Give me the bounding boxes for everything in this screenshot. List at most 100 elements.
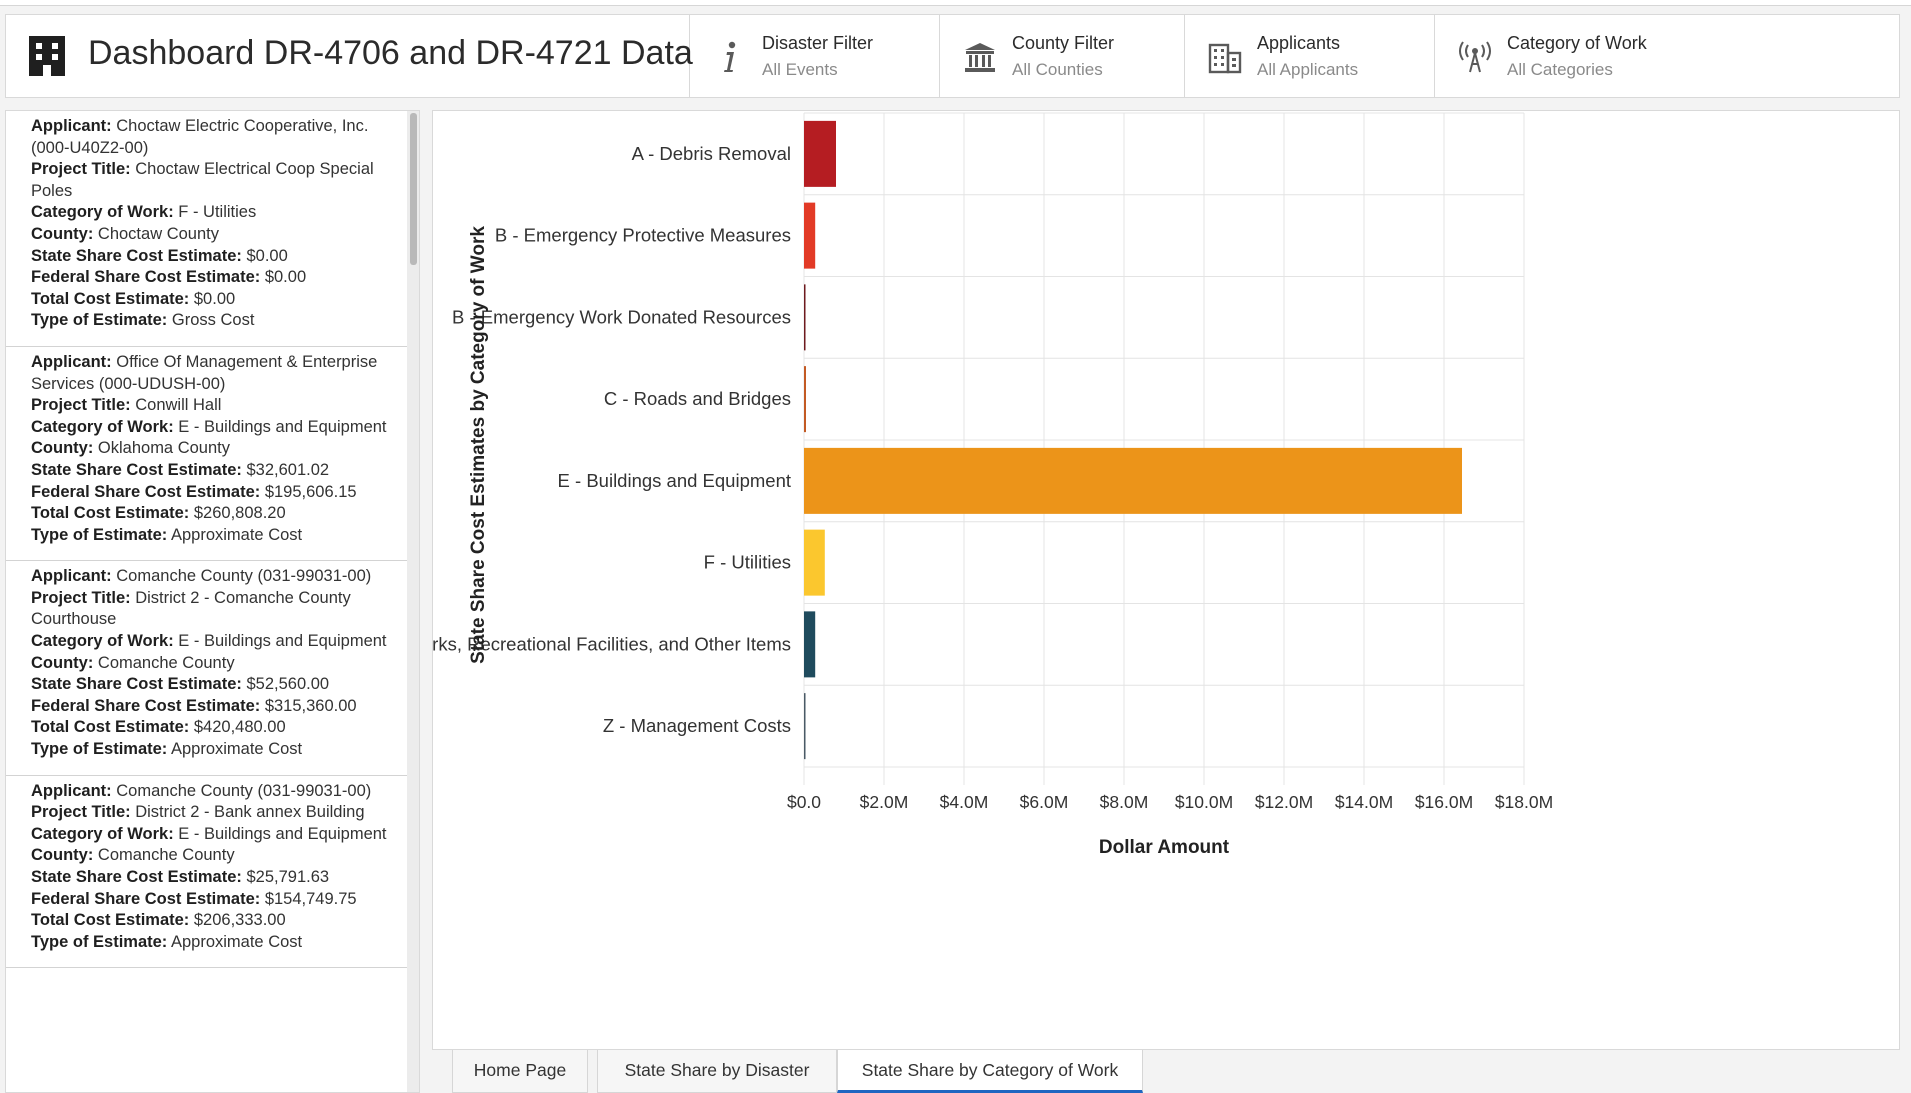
card-field: Total Cost Estimate: $206,333.00 — [31, 910, 398, 932]
card-field: Project Title: District 2 - Bank annex B… — [31, 802, 398, 824]
card-field: Category of Work: E - Buildings and Equi… — [31, 824, 398, 846]
field-label: State Share Cost Estimate: — [31, 868, 242, 886]
field-value: $0.00 — [189, 289, 236, 308]
field-label: Type of Estimate: — [31, 740, 168, 759]
county-filter-label: County Filter — [1012, 33, 1115, 53]
project-card[interactable]: Applicant: Choctaw Electric Cooperative,… — [6, 111, 408, 347]
field-label: Total Cost Estimate: — [31, 911, 190, 930]
field-value: District 2 - Comanche County Courthouse — [31, 588, 351, 629]
card-field: Project Title: Conwill Hall — [31, 395, 398, 417]
category-bar-chart: $0.0 $2.0M $4.0M $6.0M $8.0M $10.0M $12.0M $14.… — [433, 112, 1553, 858]
field-label: County: — [31, 224, 94, 243]
applicants-filter[interactable]: Applicants All Applicants — [1185, 15, 1435, 97]
field-value: Choctaw Electrical Coop Special Poles — [31, 160, 374, 200]
field-value: Office Of Management & Enterprise Servic… — [31, 352, 378, 393]
category-filter[interactable]: Category of Work All Categories — [1435, 15, 1899, 97]
applicants-filter-value: All Applicants — [1257, 60, 1359, 79]
x-tick-label: $6.0M — [1020, 792, 1069, 812]
field-value: $32,601.02 — [241, 460, 330, 479]
card-field: Type of Estimate: Gross Cost — [31, 310, 398, 332]
x-tick-label: $12.0M — [1255, 792, 1313, 812]
title-block: Dashboard DR-4706 and DR-4721 Data — [6, 15, 693, 97]
disaster-filter-value: All Events — [762, 60, 838, 79]
y-category-label: A - Debris Removal — [632, 143, 791, 164]
bar — [804, 366, 806, 433]
card-field: Category of Work: E - Buildings and Equi… — [31, 631, 398, 653]
card-field: County: Comanche County — [31, 845, 398, 867]
x-tick-label: $0.0 — [787, 792, 821, 812]
card-field: Type of Estimate: Approximate Cost — [31, 932, 398, 954]
field-label: Type of Estimate: — [31, 311, 168, 330]
field-value: $52,560.00 — [241, 675, 330, 694]
card-field: County: Choctaw County — [31, 224, 398, 246]
card-field: Federal Share Cost Estimate: $315,360.00 — [31, 696, 398, 718]
antenna-icon — [1459, 41, 1491, 73]
x-tick-label: $2.0M — [860, 792, 909, 812]
field-label: County: — [31, 439, 94, 458]
bar — [804, 284, 806, 351]
y-category-label: C - Roads and Bridges — [604, 388, 791, 409]
y-category-label: G - Parks, Recreational Facilities, and … — [433, 633, 791, 654]
x-axis-title: Dollar Amount — [1099, 837, 1230, 858]
tab-state-share-by-category[interactable]: State Share by Category of Work — [837, 1050, 1143, 1093]
card-field: Project Title: District 2 - Comanche Cou… — [31, 588, 398, 631]
chart-panel: $0.0 $2.0M $4.0M $6.0M $8.0M $10.0M $12.0M $14.… — [432, 110, 1900, 1050]
y-axis-title: State Share Cost Estimates by Category o… — [468, 226, 489, 664]
field-value: $25,791.63 — [241, 868, 330, 886]
field-label: Project Title: — [31, 588, 131, 607]
dashboard-header: Dashboard DR-4706 and DR-4721 Data Disas… — [5, 14, 1900, 98]
field-value: Comanche County (031-99031-00) — [111, 781, 372, 800]
field-label: Category of Work: — [31, 632, 174, 651]
field-label: County: — [31, 846, 94, 865]
field-value: Choctaw County — [93, 224, 219, 243]
card-field: Total Cost Estimate: $420,480.00 — [31, 717, 398, 739]
project-card[interactable]: Applicant: Comanche County (031-99031-00… — [6, 776, 408, 969]
top-border — [0, 0, 1911, 6]
field-label: Applicant: — [31, 781, 112, 800]
applicants-filter-label: Applicants — [1257, 33, 1341, 53]
x-tick-label: $18.0M — [1495, 792, 1553, 812]
field-label: County: — [31, 653, 94, 672]
card-field: State Share Cost Estimate: $32,601.02 — [31, 460, 398, 482]
field-value: Comanche County — [93, 653, 235, 672]
bar — [804, 529, 825, 596]
x-tick-label: $14.0M — [1335, 792, 1393, 812]
buildings-icon — [1208, 43, 1242, 74]
field-label: Type of Estimate: — [31, 932, 168, 951]
scrollbar[interactable] — [407, 111, 419, 1092]
field-label: State Share Cost Estimate: — [31, 675, 242, 694]
x-tick-label: $16.0M — [1415, 792, 1473, 812]
x-tick-label: $10.0M — [1175, 792, 1233, 812]
field-value: F - Utilities — [173, 203, 257, 222]
field-label: State Share Cost Estimate: — [31, 246, 242, 265]
project-card[interactable]: Applicant: Office Of Management & Enterp… — [6, 347, 408, 562]
field-value: Approximate Cost — [167, 740, 303, 759]
tab-home-page[interactable]: Home Page — [452, 1050, 588, 1093]
page-title: Dashboard DR-4706 and DR-4721 Data — [88, 34, 693, 72]
tab-state-share-by-disaster[interactable]: State Share by Disaster — [597, 1050, 837, 1093]
scrollbar-thumb[interactable] — [410, 113, 417, 265]
field-value: Gross Cost — [167, 311, 255, 330]
field-value: $0.00 — [260, 268, 307, 287]
bar — [804, 447, 1462, 514]
field-value: E - Buildings and Equipment — [173, 417, 387, 436]
bar — [804, 202, 816, 269]
x-tick-label: $8.0M — [1100, 792, 1149, 812]
category-filter-label: Category of Work — [1507, 33, 1647, 53]
disaster-filter[interactable]: Disaster Filter All Events — [690, 15, 940, 97]
field-label: Project Title: — [31, 396, 131, 415]
card-field: Federal Share Cost Estimate: $154,749.75 — [31, 889, 398, 911]
y-category-label: B - Emergency Protective Measures — [495, 225, 791, 246]
project-card[interactable]: Applicant: Comanche County (031-99031-00… — [6, 561, 408, 776]
county-filter[interactable]: County Filter All Counties — [940, 15, 1185, 97]
field-label: Category of Work: — [31, 824, 174, 843]
field-label: Project Title: — [31, 803, 131, 822]
field-value: Approximate Cost — [167, 932, 303, 951]
card-field: County: Comanche County — [31, 653, 398, 675]
field-label: Federal Share Cost Estimate: — [31, 889, 261, 908]
y-category-label: F - Utilities — [704, 552, 791, 573]
y-category-label: B - Emergency Work Donated Resources — [452, 306, 791, 327]
field-label: Project Title: — [31, 160, 131, 179]
x-tick-label: $4.0M — [940, 792, 989, 812]
info-icon — [724, 41, 736, 72]
